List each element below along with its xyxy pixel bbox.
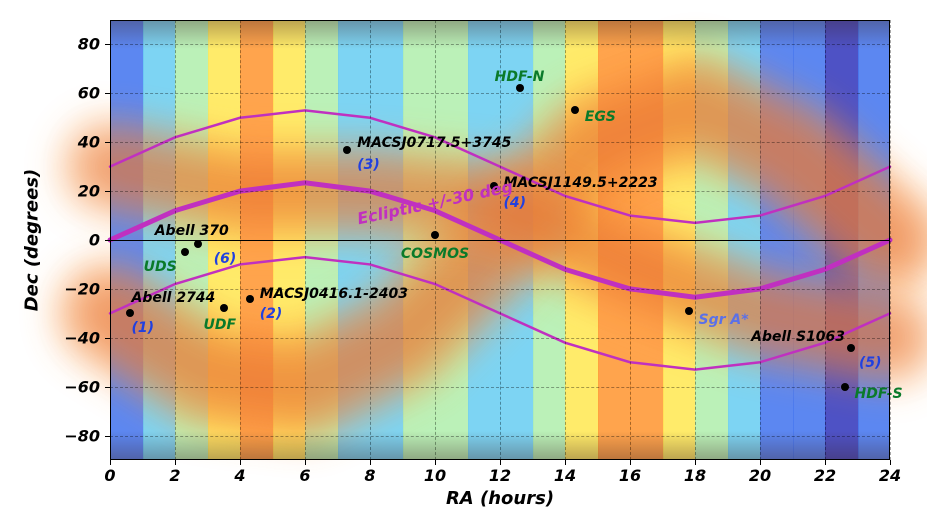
sky-map-figure: Abell 2744 (1) UDS Abell 370 (6) UDF MACSJ0416… bbox=[0, 0, 927, 530]
marker-macsj0717 bbox=[343, 146, 351, 154]
x-tick-2: 2 bbox=[169, 466, 180, 485]
label-abell-370-1: (6) bbox=[214, 251, 237, 267]
marker-macsj0416 bbox=[246, 295, 254, 303]
label-udf-0: UDF bbox=[203, 317, 236, 333]
label-uds-0: UDS bbox=[144, 259, 177, 275]
marker-hdf-n bbox=[516, 84, 524, 92]
y-tick--80: −80 bbox=[64, 426, 100, 445]
x-tick-20: 20 bbox=[749, 466, 771, 485]
label-abell-2744-0: Abell 2744 bbox=[132, 290, 216, 306]
markers-layer: Abell 2744 (1) UDS Abell 370 (6) UDF MACSJ0416… bbox=[110, 20, 890, 460]
label-abell-s1063-1: (5) bbox=[859, 355, 882, 371]
label-cosmos-0: COSMOS bbox=[401, 246, 469, 262]
x-tick-18: 18 bbox=[684, 466, 706, 485]
x-tick-14: 14 bbox=[554, 466, 576, 485]
x-tick-8: 8 bbox=[364, 466, 375, 485]
x-tick-4: 4 bbox=[234, 466, 245, 485]
x-tick-22: 22 bbox=[814, 466, 836, 485]
marker-abell-370 bbox=[194, 240, 202, 248]
label-abell-s1063-0: Abell S1063 bbox=[751, 329, 845, 345]
x-tick-12: 12 bbox=[489, 466, 511, 485]
marker-uds bbox=[181, 248, 189, 256]
marker-udf bbox=[220, 304, 228, 312]
label-abell-2744-1: (1) bbox=[132, 320, 155, 336]
label-abell-370-0: Abell 370 bbox=[155, 223, 229, 239]
plot-area: Abell 2744 (1) UDS Abell 370 (6) UDF MACSJ0416… bbox=[110, 20, 890, 460]
y-tick--20: −20 bbox=[64, 279, 100, 298]
label-sgr-a-0: Sgr A* bbox=[699, 312, 749, 328]
label-macsj1149-1: (4) bbox=[504, 195, 527, 211]
y-tick-60: 60 bbox=[78, 84, 100, 103]
y-axis-label: Dec (degrees) bbox=[22, 169, 43, 312]
y-tick--40: −40 bbox=[64, 328, 100, 347]
marker-egs bbox=[571, 106, 579, 114]
label-egs-0: EGS bbox=[585, 109, 616, 125]
x-tick-10: 10 bbox=[424, 466, 446, 485]
y-tick-0: 0 bbox=[89, 231, 100, 250]
x-tick-16: 16 bbox=[619, 466, 641, 485]
y-tick-40: 40 bbox=[78, 133, 100, 152]
label-macsj0416-1: (2) bbox=[260, 306, 283, 322]
x-tick-0: 0 bbox=[104, 466, 115, 485]
y-tick-20: 20 bbox=[78, 182, 100, 201]
marker-abell-2744 bbox=[126, 309, 134, 317]
marker-cosmos bbox=[431, 231, 439, 239]
label-macsj1149-0: MACSJ1149.5+2223 bbox=[504, 175, 658, 191]
marker-sgr-a bbox=[685, 307, 693, 315]
label-hdf-n-0: HDF-N bbox=[495, 69, 545, 85]
marker-abell-s1063 bbox=[847, 344, 855, 352]
x-axis-label: RA (hours) bbox=[446, 488, 554, 509]
x-tick-24: 24 bbox=[879, 466, 901, 485]
y-tick-80: 80 bbox=[78, 35, 100, 54]
y-tick--60: −60 bbox=[64, 377, 100, 396]
label-macsj0717-0: MACSJ0717.5+3745 bbox=[357, 135, 511, 151]
x-tick-6: 6 bbox=[299, 466, 310, 485]
label-macsj0717-1: (3) bbox=[357, 157, 380, 173]
marker-hdf-s bbox=[841, 383, 849, 391]
label-hdf-s-0: HDF-S bbox=[855, 386, 903, 402]
label-macsj0416-0: MACSJ0416.1-2403 bbox=[260, 286, 408, 302]
